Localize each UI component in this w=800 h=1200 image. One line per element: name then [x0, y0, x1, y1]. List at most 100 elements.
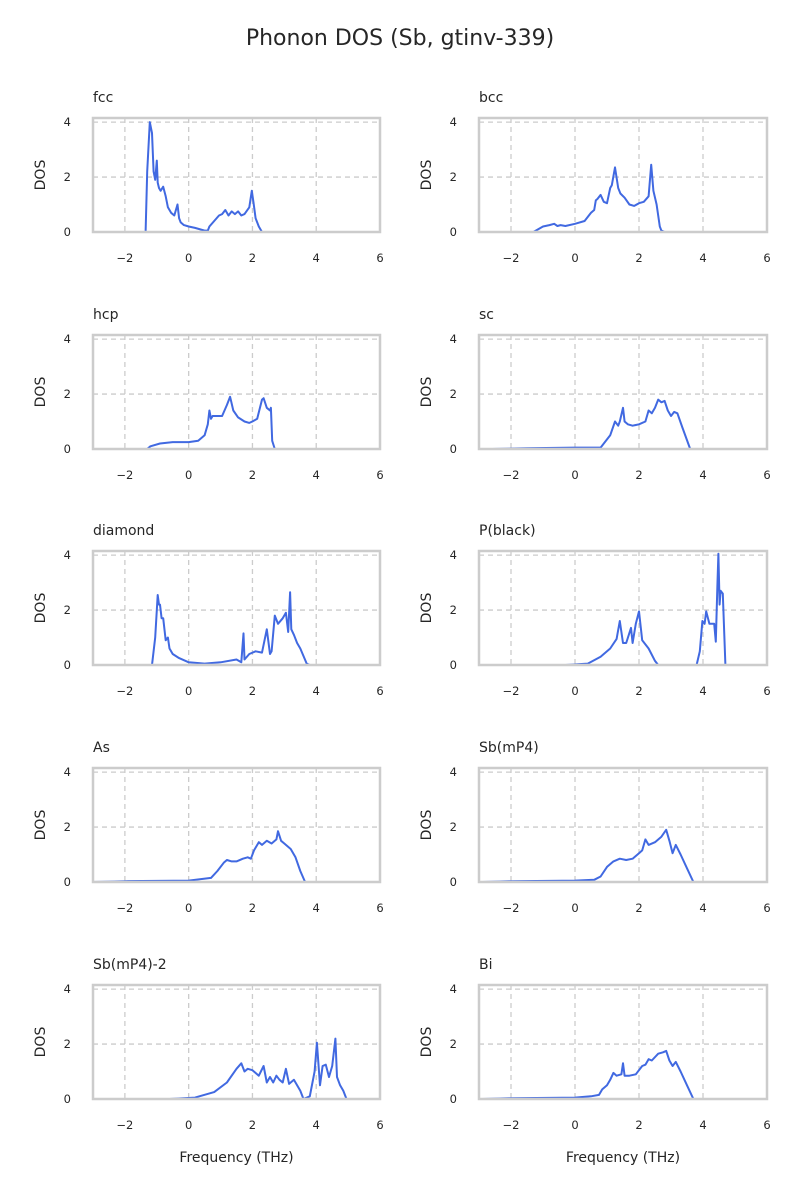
- x-tick-label: 2: [249, 1118, 256, 1132]
- x-tick-label: 4: [313, 901, 320, 915]
- y-tick-label: 4: [64, 115, 71, 129]
- y-tick-label: 0: [450, 442, 457, 456]
- y-tick-label: 0: [64, 1092, 71, 1106]
- y-tick-label: 4: [64, 982, 71, 996]
- x-tick-label: 2: [635, 1118, 642, 1132]
- y-tick-label: 0: [450, 658, 457, 672]
- x-tick-label: 0: [185, 251, 192, 265]
- dos-curve: [92, 830, 329, 883]
- y-tick-label: 2: [450, 820, 457, 834]
- axes-frame: [91, 333, 382, 451]
- x-tick-label: 2: [249, 901, 256, 915]
- y-tick-label: 4: [450, 982, 457, 996]
- subplot-sb-mp4-: Sb(mP4) −2 0 2 4 6 0 2 4 DOS: [419, 740, 771, 915]
- subplot-title: Sb(mP4): [479, 740, 539, 756]
- x-tick-label: 2: [249, 684, 256, 698]
- y-tick-label: 4: [450, 115, 457, 129]
- y-axis-label: DOS: [33, 160, 49, 191]
- y-tick-label: 4: [64, 765, 71, 779]
- x-tick-label: 6: [763, 901, 770, 915]
- y-axis-label: DOS: [419, 377, 435, 408]
- y-axis-label: DOS: [33, 593, 49, 624]
- x-tick-label: 4: [313, 251, 320, 265]
- y-tick-label: 4: [450, 548, 457, 562]
- subplot-fcc: fcc −2 0 2 4 6 0 2 4 DOS: [33, 90, 384, 265]
- y-tick-label: 4: [64, 332, 71, 346]
- subplot-title: bcc: [479, 90, 503, 106]
- y-tick-label: 2: [64, 387, 71, 401]
- dos-curve: [565, 552, 742, 666]
- x-tick-label: 6: [763, 251, 770, 265]
- x-tick-label: 0: [571, 468, 578, 482]
- subplot-sc: sc −2 0 2 4 6 0 2 4 DOS: [419, 307, 771, 482]
- x-tick-label: −2: [503, 251, 520, 265]
- x-tick-label: 6: [763, 684, 770, 698]
- x-tick-label: 6: [376, 1118, 383, 1132]
- axes-frame: [477, 333, 769, 451]
- x-tick-label: 4: [313, 468, 320, 482]
- x-tick-label: −2: [503, 901, 520, 915]
- x-tick-label: 2: [635, 684, 642, 698]
- x-tick-label: 0: [571, 251, 578, 265]
- axes-frame: [477, 983, 769, 1101]
- x-tick-label: 4: [699, 468, 706, 482]
- x-tick-label: −2: [116, 684, 133, 698]
- axes-frame: [477, 116, 769, 234]
- y-tick-label: 2: [64, 603, 71, 617]
- subplot-title: sc: [479, 307, 494, 323]
- y-tick-label: 2: [450, 387, 457, 401]
- subplot-bcc: bcc −2 0 2 4 6 0 2 4 DOS: [419, 90, 771, 265]
- x-tick-label: −2: [503, 468, 520, 482]
- subplot-title: As: [93, 740, 110, 756]
- y-tick-label: 4: [450, 765, 457, 779]
- x-tick-label: 2: [635, 468, 642, 482]
- subplot-diamond: diamond −2 0 2 4 6 0 2 4 DOS: [33, 523, 384, 698]
- y-tick-label: 0: [64, 658, 71, 672]
- x-tick-label: 0: [571, 1118, 578, 1132]
- y-tick-label: 2: [450, 1037, 457, 1051]
- subplot-hcp: hcp −2 0 2 4 6 0 2 4 DOS: [33, 307, 384, 482]
- dos-curve: [134, 121, 272, 233]
- x-tick-label: 6: [376, 684, 383, 698]
- x-tick-label: 4: [699, 251, 706, 265]
- x-tick-label: 4: [699, 901, 706, 915]
- dos-curve: [520, 163, 671, 233]
- y-tick-label: 2: [64, 170, 71, 184]
- x-tick-label: 6: [376, 251, 383, 265]
- x-tick-label: −2: [116, 901, 133, 915]
- axes-frame: [91, 766, 382, 884]
- subplot-sb-mp4-2: Sb(mP4)-2 −2 0 2 4 6 0 2 4 DOS Frequency (THz): [33, 957, 384, 1166]
- x-tick-label: 4: [313, 1118, 320, 1132]
- x-tick-label: 6: [376, 468, 383, 482]
- x-tick-label: −2: [116, 1118, 133, 1132]
- subplot-title: hcp: [93, 307, 119, 323]
- dos-curve: [491, 398, 710, 450]
- y-tick-label: 2: [450, 603, 457, 617]
- dos-curve: [134, 395, 285, 450]
- y-tick-label: 2: [64, 1037, 71, 1051]
- y-tick-label: 0: [450, 1092, 457, 1106]
- dos-curve: [169, 1037, 361, 1100]
- x-tick-label: 0: [571, 901, 578, 915]
- x-tick-label: −2: [503, 684, 520, 698]
- x-axis-label: Frequency (THz): [566, 1150, 680, 1166]
- x-tick-label: 2: [249, 251, 256, 265]
- figure-title: Phonon DOS (Sb, gtinv-339): [246, 26, 554, 51]
- subplot-p-black-: P(black) −2 0 2 4 6 0 2 4 DOS: [419, 523, 771, 698]
- y-tick-label: 0: [450, 875, 457, 889]
- dos-curve: [134, 591, 323, 666]
- y-axis-label: DOS: [33, 377, 49, 408]
- x-tick-label: 2: [635, 901, 642, 915]
- x-tick-label: −2: [116, 468, 133, 482]
- x-axis-label: Frequency (THz): [179, 1150, 293, 1166]
- subplot-bi: Bi −2 0 2 4 6 0 2 4 DOS Frequency (THz): [419, 957, 771, 1166]
- axes-frame: [477, 766, 769, 884]
- x-tick-label: 0: [571, 684, 578, 698]
- y-axis-label: DOS: [419, 1027, 435, 1058]
- subplot-title: Sb(mP4)-2: [93, 957, 167, 973]
- subplot-title: P(black): [479, 523, 536, 539]
- axes-frame: [91, 549, 382, 667]
- y-tick-label: 0: [64, 225, 71, 239]
- subplot-title: diamond: [93, 523, 154, 539]
